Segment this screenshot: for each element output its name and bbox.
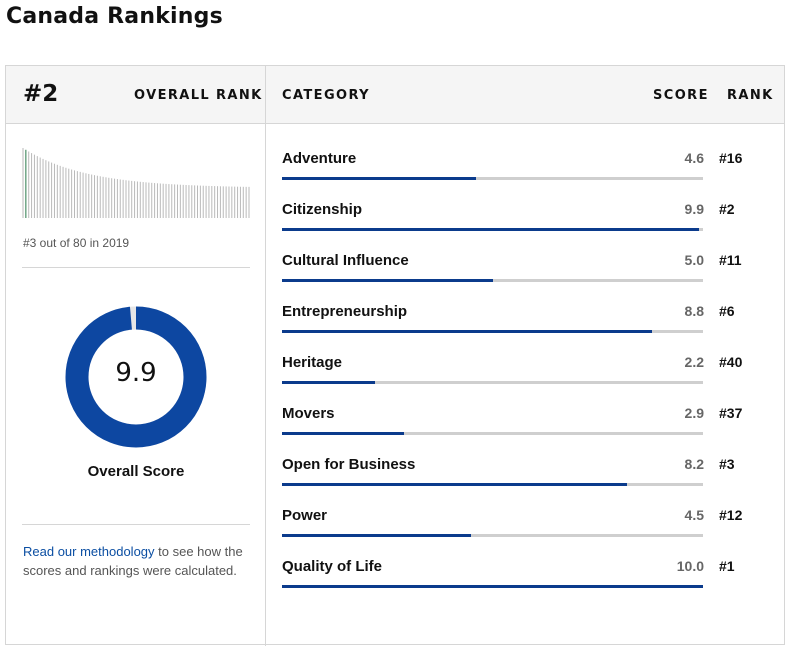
category-score: 8.2 xyxy=(684,456,704,472)
score-bar-track xyxy=(282,483,703,486)
category-name: Citizenship xyxy=(282,201,363,218)
overall-score-donut xyxy=(65,306,207,448)
score-bar-track xyxy=(282,534,703,537)
category-name: Cultural Influence xyxy=(282,252,409,269)
overall-rank-label: OVERALL RANK xyxy=(134,88,263,103)
score-bar-track xyxy=(282,585,703,588)
category-row: Quality of Life 10.0 #1 xyxy=(282,558,772,609)
category-row: Open for Business 8.2 #3 xyxy=(282,456,772,507)
score-bar-fill xyxy=(282,381,375,384)
score-bar-fill xyxy=(282,228,699,231)
category-name: Power xyxy=(282,507,328,524)
category-row: Movers 2.9 #37 xyxy=(282,405,772,456)
category-rank: #1 xyxy=(719,558,735,574)
overall-score-value: 9.9 xyxy=(115,358,157,388)
donut-arc xyxy=(65,306,207,448)
score-column-header: SCORE xyxy=(653,88,709,103)
category-name: Quality of Life xyxy=(282,558,383,575)
rank-column-header: RANK xyxy=(727,88,774,103)
score-bar-track xyxy=(282,177,703,180)
category-rank: #3 xyxy=(719,456,735,472)
left-divider-top xyxy=(22,267,250,268)
score-bar-fill xyxy=(282,330,653,333)
page-title: Canada Rankings xyxy=(6,4,223,29)
category-rank: #12 xyxy=(719,507,743,523)
score-bar-track xyxy=(282,330,703,333)
category-row: Citizenship 9.9 #2 xyxy=(282,201,772,252)
column-divider xyxy=(265,66,266,646)
category-rank: #37 xyxy=(719,405,743,421)
category-row: Cultural Influence 5.0 #11 xyxy=(282,252,772,303)
category-score: 5.0 xyxy=(684,252,704,268)
overall-rank-value: #2 xyxy=(23,81,59,107)
methodology-note: Read our methodology to see how the scor… xyxy=(23,542,251,580)
category-column-header: CATEGORY xyxy=(282,88,370,103)
category-row: Heritage 2.2 #40 xyxy=(282,354,772,405)
score-bar-fill xyxy=(282,534,472,537)
category-score: 8.8 xyxy=(684,303,704,319)
score-bar-fill xyxy=(282,279,493,282)
category-rank: #40 xyxy=(719,354,743,370)
category-score: 9.9 xyxy=(684,201,704,217)
score-bar-track xyxy=(282,432,703,435)
category-name: Entrepreneurship xyxy=(282,303,408,320)
category-score: 4.5 xyxy=(684,507,704,523)
score-bar-fill xyxy=(282,483,628,486)
score-bar-fill xyxy=(282,585,703,588)
category-name: Movers xyxy=(282,405,335,422)
category-score: 2.2 xyxy=(684,354,704,370)
score-bar-track xyxy=(282,279,703,282)
category-rank: #2 xyxy=(719,201,735,217)
category-rank: #16 xyxy=(719,150,743,166)
category-name: Adventure xyxy=(282,150,357,167)
category-row: Adventure 4.6 #16 xyxy=(282,150,772,201)
category-score: 10.0 xyxy=(676,558,704,574)
left-divider-bottom xyxy=(22,524,250,525)
category-name: Open for Business xyxy=(282,456,416,473)
rankings-card: #2 OVERALL RANK CATEGORY SCORE RANK #3 o… xyxy=(5,65,785,646)
methodology-text: to see how the scores and rankings were … xyxy=(23,544,243,578)
score-bar-fill xyxy=(282,177,476,180)
score-bar-track xyxy=(282,381,703,384)
category-rank: #11 xyxy=(719,252,742,268)
score-bar-fill xyxy=(282,432,405,435)
ranking-history-sparkline xyxy=(22,148,250,218)
category-rank: #6 xyxy=(719,303,735,319)
overall-score-label: Overall Score xyxy=(87,463,185,480)
category-score: 4.6 xyxy=(684,150,704,166)
category-row: Entrepreneurship 8.8 #6 xyxy=(282,303,772,354)
category-row: Power 4.5 #12 xyxy=(282,507,772,558)
card-header xyxy=(6,66,784,124)
category-score: 2.9 xyxy=(684,405,704,421)
category-name: Heritage xyxy=(282,354,343,371)
ranking-history-note: #3 out of 80 in 2019 xyxy=(23,236,130,250)
methodology-link[interactable]: Read our methodology xyxy=(23,544,155,559)
score-bar-track xyxy=(282,228,703,231)
